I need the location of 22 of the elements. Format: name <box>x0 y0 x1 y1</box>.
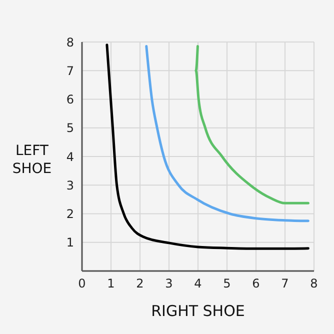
y-axis-title: LEFT SHOE <box>11 142 53 178</box>
y-tick-label: 7 <box>66 64 74 78</box>
line-series <box>145 45 310 222</box>
y-tick-label: 6 <box>66 92 74 107</box>
x-tick-label: 7 <box>281 276 289 291</box>
x-tick-label: 6 <box>252 276 260 291</box>
y-tick-label: 5 <box>66 121 74 136</box>
y-tick-label: 8 <box>66 35 74 50</box>
x-tick-label: 1 <box>107 276 115 291</box>
x-tick-label: 8 <box>310 276 318 291</box>
x-tick-label: 0 <box>78 276 86 291</box>
x-tick-label: 3 <box>165 276 173 291</box>
x-axis-title: RIGHT SHOE <box>150 302 246 320</box>
y-tick-label: 3 <box>66 178 74 192</box>
y-tick-label: 1 <box>66 236 74 250</box>
x-tick-label: 2 <box>136 276 144 291</box>
x-tick-label: 4 <box>194 276 202 291</box>
line-series <box>194 45 310 204</box>
y-tick-label: 4 <box>66 150 74 164</box>
x-tick-label: 5 <box>223 276 231 291</box>
line-series <box>106 44 310 250</box>
y-tick-label: 2 <box>66 207 74 222</box>
